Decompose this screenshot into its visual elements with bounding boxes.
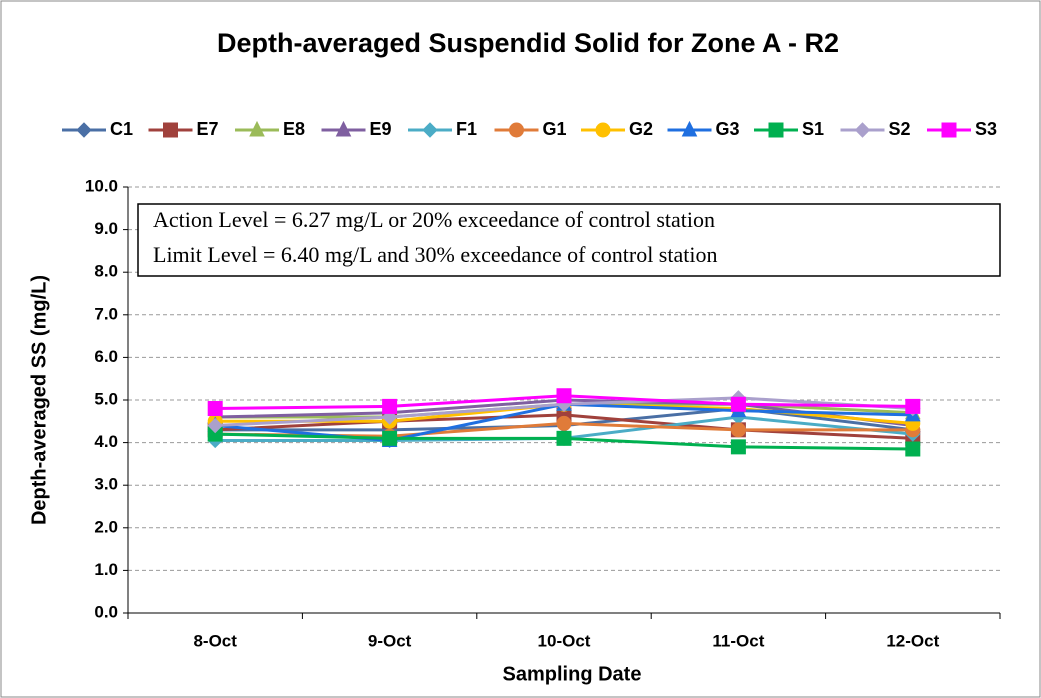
legend-label: E9 (370, 119, 392, 139)
annotation-box (137, 203, 1001, 277)
x-tick-label: 9-Oct (368, 631, 412, 650)
legend-marker (76, 122, 92, 138)
legend-marker (509, 122, 524, 138)
legend-marker (681, 120, 698, 137)
y-tick-label: 10.0 (85, 176, 118, 195)
x-axis-title: Sampling Date (503, 663, 642, 685)
legend-marker (163, 122, 178, 138)
data-point (730, 396, 746, 412)
y-tick-label: 1.0 (94, 560, 118, 579)
y-axis-title: Depth-averaged SS (mg/L) (28, 275, 50, 525)
y-tick-label: 2.0 (94, 517, 118, 536)
x-tick-label: 11-Oct (712, 631, 764, 650)
y-tick-label: 3.0 (94, 475, 118, 494)
data-point (382, 430, 398, 446)
data-point (905, 441, 921, 457)
data-point (382, 398, 398, 414)
y-tick-label: 6.0 (94, 347, 118, 366)
legend-label: G3 (716, 119, 740, 139)
data-point (556, 415, 572, 431)
legend-marker (595, 122, 611, 138)
legend-label: G2 (629, 119, 653, 139)
legend-marker (422, 122, 438, 138)
data-point (556, 388, 572, 404)
legend-marker (854, 122, 871, 138)
chart-title: Depth-averaged Suspendid Solid for Zone … (217, 28, 839, 58)
legend-marker (768, 122, 784, 138)
x-tick-label: 8-Oct (193, 631, 237, 650)
y-tick-label: 9.0 (94, 219, 118, 238)
y-tick-label: 0.0 (94, 602, 118, 621)
legend-label: S1 (802, 119, 824, 139)
legend-label: E8 (283, 119, 305, 139)
legend-label: C1 (110, 119, 133, 139)
y-tick-label: 4.0 (94, 432, 118, 451)
data-point (556, 430, 572, 446)
y-tick-label: 8.0 (94, 262, 118, 281)
y-tick-label: 5.0 (94, 389, 118, 408)
legend-label: E7 (197, 119, 219, 139)
data-point (905, 398, 921, 414)
legend-label: S2 (889, 119, 911, 139)
legend-label: F1 (456, 119, 477, 139)
legend-label: S3 (975, 119, 997, 139)
data-point (207, 401, 223, 417)
data-point (730, 422, 746, 438)
legend-marker (335, 120, 352, 137)
legend-marker (249, 120, 265, 137)
data-point (207, 417, 223, 434)
x-tick-label: 10-Oct (538, 631, 591, 650)
legend-marker (941, 122, 957, 138)
annotation: Action Level = 6.27 mg/L or 20% exceedan… (153, 207, 715, 232)
legend-label: G1 (543, 119, 567, 139)
annotation: Limit Level = 6.40 mg/L and 30% exceedan… (153, 242, 717, 267)
y-tick-label: 7.0 (94, 304, 118, 323)
x-tick-label: 12-Oct (886, 631, 939, 650)
data-point (730, 439, 746, 455)
